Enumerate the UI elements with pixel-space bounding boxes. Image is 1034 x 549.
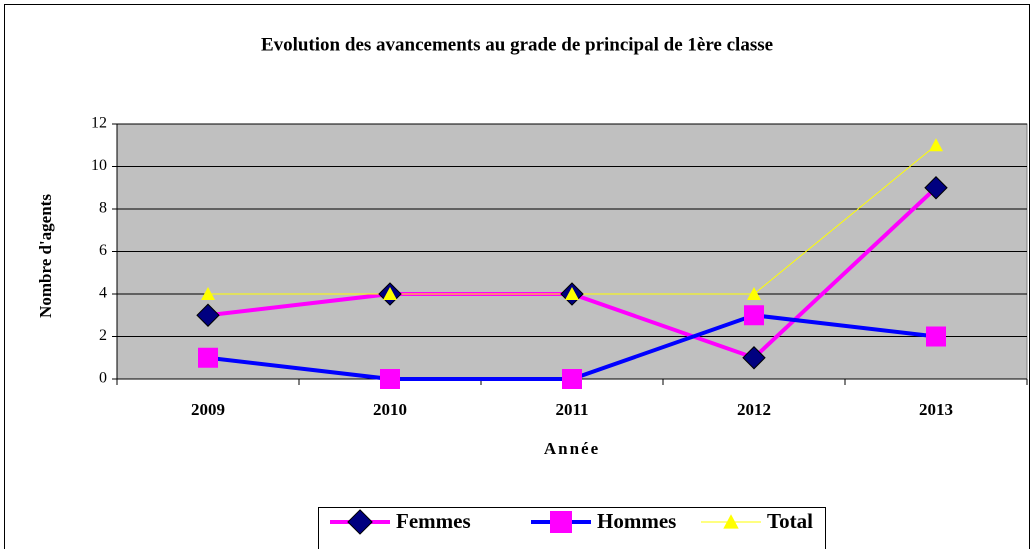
y-tick-label: 10 <box>91 157 107 174</box>
legend-label: Femmes <box>396 509 471 533</box>
y-axis-label: Nombre d'agents <box>36 194 55 318</box>
data-point <box>924 176 948 200</box>
x-tick-label: 2013 <box>919 400 953 419</box>
x-tick-label: 2010 <box>373 400 407 419</box>
data-point <box>929 138 943 152</box>
y-tick-label: 6 <box>99 242 107 259</box>
x-tick-label: 2012 <box>737 400 771 419</box>
data-point <box>744 305 764 326</box>
y-tick-label: 2 <box>99 327 107 344</box>
x-tick-label: 2011 <box>555 400 588 419</box>
y-tick-label: 4 <box>99 285 107 302</box>
legend-label: Total <box>767 509 813 533</box>
data-point <box>565 287 579 300</box>
data-point <box>926 326 946 347</box>
y-tick-label: 0 <box>99 370 107 387</box>
data-point <box>747 287 761 300</box>
data-point <box>383 287 397 300</box>
legend-marker <box>723 514 739 529</box>
legend-label: Hommes <box>597 509 676 533</box>
x-tick-label: 2009 <box>191 400 225 419</box>
y-tick-label: 12 <box>91 115 107 132</box>
y-tick-label: 8 <box>99 200 107 217</box>
legend-marker <box>347 509 373 535</box>
x-axis-label: Année <box>544 439 600 458</box>
data-point <box>562 369 582 389</box>
data-point <box>380 369 400 389</box>
data-point <box>196 303 220 327</box>
data-point <box>201 287 215 300</box>
data-point <box>742 346 766 370</box>
data-point <box>198 347 218 368</box>
chart-title: Evolution des avancements au grade de pr… <box>261 34 773 55</box>
legend-marker <box>550 511 572 533</box>
